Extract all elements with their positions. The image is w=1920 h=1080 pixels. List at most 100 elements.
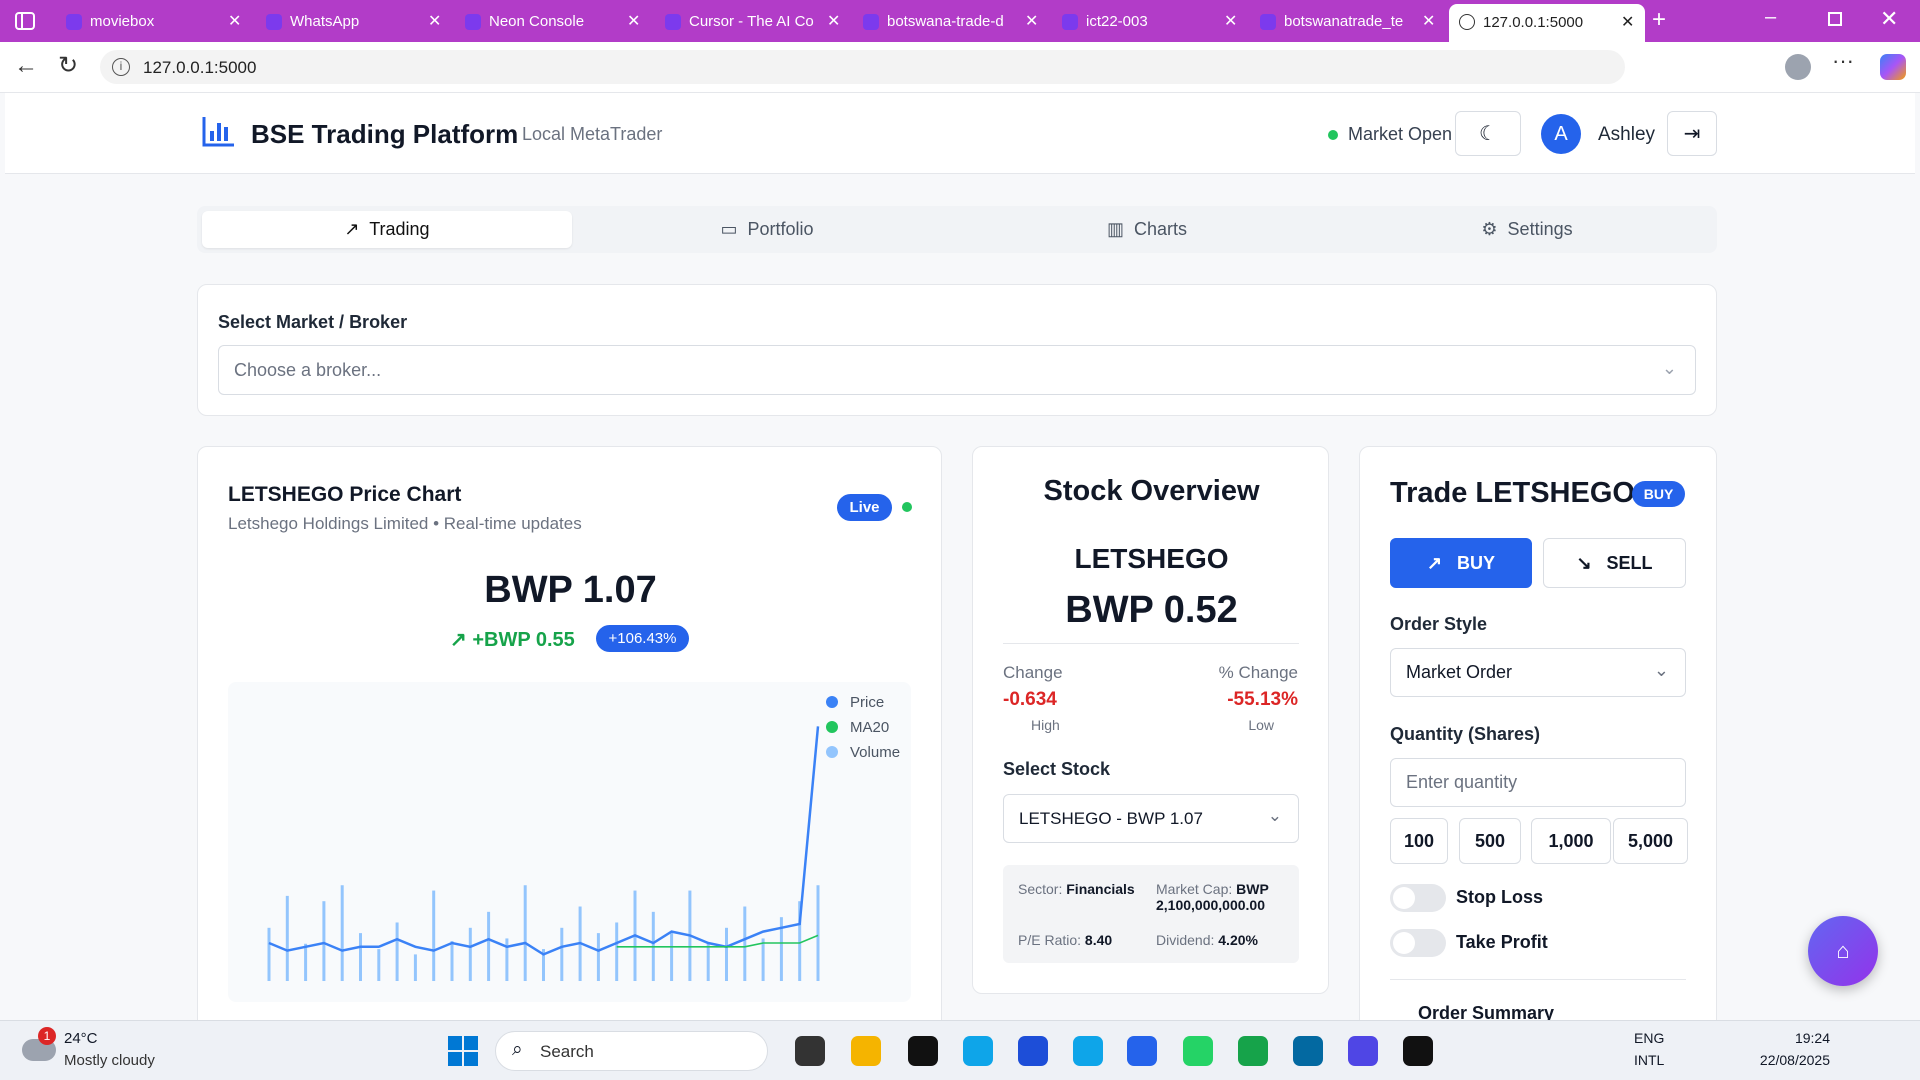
take-profit-label: Take Profit bbox=[1456, 932, 1548, 952]
logout[interactable]: ⇥ bbox=[1667, 111, 1717, 156]
browser-tab[interactable]: Cursor - The AI Co ✕ bbox=[655, 0, 851, 42]
app-title: BSE Trading Platform bbox=[251, 119, 519, 149]
back[interactable]: ← bbox=[14, 52, 38, 79]
overview-card: Stock Overview LETSHEGO BWP 0.52 Change … bbox=[972, 446, 1329, 994]
browser-tab[interactable]: ict22-003 ✕ bbox=[1052, 0, 1248, 42]
taskbar-app[interactable] bbox=[1127, 1036, 1157, 1066]
new-tab[interactable]: + bbox=[1652, 6, 1667, 33]
browser-tab[interactable]: 127.0.0.1:5000 ✕ bbox=[1449, 4, 1645, 42]
tab-close[interactable]: ✕ bbox=[1224, 13, 1238, 30]
nav-label: Settings bbox=[1507, 219, 1573, 239]
price-change-value: +BWP 0.55 bbox=[472, 629, 575, 651]
tab-close[interactable]: ✕ bbox=[1621, 14, 1635, 31]
volume-bar bbox=[725, 927, 728, 981]
lang: ENG bbox=[1634, 1030, 1665, 1046]
taskbar-app[interactable] bbox=[1073, 1036, 1103, 1066]
sell-text: SELL bbox=[1606, 552, 1653, 573]
search-box[interactable]: ⌕ Search bbox=[495, 1031, 768, 1071]
overview-title: Stock Overview bbox=[1043, 475, 1260, 507]
sidebar-icon[interactable] bbox=[14, 10, 36, 32]
weather-badge: 1 bbox=[38, 1027, 56, 1045]
volume-bar bbox=[450, 941, 454, 981]
current-price: BWP 1.07 bbox=[484, 569, 657, 611]
nav-tab[interactable]: ⚙ Settings bbox=[1342, 211, 1712, 248]
volume-bar bbox=[395, 922, 399, 981]
taskbar-app[interactable] bbox=[1348, 1036, 1378, 1066]
summary-label: Order Summary bbox=[1418, 1003, 1555, 1023]
volume-bar bbox=[596, 933, 600, 981]
start[interactable] bbox=[448, 1036, 478, 1066]
nav-tab[interactable]: ▭ Portfolio bbox=[582, 211, 952, 248]
taskbar-app[interactable] bbox=[1183, 1036, 1213, 1066]
dividend: Dividend: 4.20% bbox=[1156, 932, 1258, 948]
buy-button[interactable]: ↗ BUY bbox=[1390, 538, 1532, 588]
order-style-value: Market Order bbox=[1406, 662, 1513, 682]
minimize[interactable]: – bbox=[1765, 6, 1777, 28]
taskbar-app[interactable] bbox=[851, 1036, 881, 1066]
taskbar-app[interactable] bbox=[1018, 1036, 1048, 1066]
tab-icon bbox=[1260, 14, 1276, 30]
price-change: ↗ +BWP 0.55 bbox=[450, 629, 575, 651]
toolbar: ← ↻ i 127.0.0.1:5000 ··· bbox=[0, 42, 1920, 93]
sector: Sector: Financials bbox=[1018, 881, 1135, 897]
live-dot bbox=[902, 502, 912, 512]
volume-bar bbox=[505, 938, 509, 981]
quick-quantity[interactable]: 5,000 bbox=[1613, 818, 1688, 864]
volume-bar bbox=[706, 943, 710, 981]
browser-tab[interactable]: botswana-trade-d ✕ bbox=[853, 0, 1049, 42]
sell-button[interactable]: ↘ SELL bbox=[1543, 538, 1686, 588]
assistant-button[interactable]: ⌂ bbox=[1808, 916, 1878, 986]
pct-label: % Change bbox=[1218, 663, 1298, 682]
profile[interactable] bbox=[1785, 54, 1811, 80]
taskbar-app[interactable] bbox=[1238, 1036, 1268, 1066]
knob bbox=[1393, 887, 1415, 909]
avatar[interactable]: A bbox=[1541, 114, 1581, 154]
stock-select[interactable]: LETSHEGO - BWP 1.07 ⌄ bbox=[1003, 794, 1299, 843]
tab-close[interactable]: ✕ bbox=[1025, 13, 1039, 30]
tab-close[interactable]: ✕ bbox=[627, 13, 641, 30]
stop-loss-toggle[interactable] bbox=[1390, 884, 1446, 912]
nav-tab[interactable]: ▥ Charts bbox=[962, 211, 1332, 248]
broker-placeholder: Choose a broker... bbox=[234, 359, 382, 380]
browser-tab[interactable]: botswanatrade_te ✕ bbox=[1250, 0, 1446, 42]
menu[interactable]: ··· bbox=[1832, 48, 1854, 73]
copilot[interactable] bbox=[1880, 54, 1906, 80]
tab-close[interactable]: ✕ bbox=[428, 13, 442, 30]
restore[interactable] bbox=[1828, 12, 1842, 26]
browser-tab[interactable]: WhatsApp ✕ bbox=[256, 0, 452, 42]
quick-quantity[interactable]: 500 bbox=[1459, 818, 1521, 864]
taskbar-app[interactable] bbox=[795, 1036, 825, 1066]
quick-quantity[interactable]: 1,000 bbox=[1531, 818, 1611, 864]
overview-symbol: LETSHEGO bbox=[1074, 543, 1229, 574]
quantity-placeholder: Enter quantity bbox=[1406, 772, 1518, 792]
tab-close[interactable]: ✕ bbox=[1422, 13, 1436, 30]
knob bbox=[1393, 932, 1415, 954]
taskbar-app[interactable] bbox=[963, 1036, 993, 1066]
theme-toggle[interactable]: ☾ bbox=[1455, 111, 1521, 156]
order-style-select[interactable]: Market Order ⌄ bbox=[1390, 648, 1686, 697]
browser-tab[interactable]: moviebox ✕ bbox=[56, 0, 252, 42]
close-window[interactable]: ✕ bbox=[1880, 6, 1899, 31]
reload[interactable]: ↻ bbox=[58, 52, 79, 79]
browser-tab[interactable]: Neon Console ✕ bbox=[455, 0, 651, 42]
taskbar-app[interactable] bbox=[908, 1036, 938, 1066]
high-label: High bbox=[1031, 717, 1060, 733]
logo bbox=[202, 117, 234, 147]
quick-quantity[interactable]: 100 bbox=[1390, 818, 1448, 864]
take-profit-toggle[interactable] bbox=[1390, 929, 1446, 957]
chevron: ⌄ bbox=[1653, 660, 1669, 680]
tab-icon bbox=[665, 14, 681, 30]
tab-icon bbox=[863, 14, 879, 30]
market-status: Market Open bbox=[1348, 124, 1453, 144]
app-header: BSE Trading Platform Local MetaTrader Ma… bbox=[5, 93, 1915, 174]
tab-close[interactable]: ✕ bbox=[827, 13, 841, 30]
nav-tab[interactable]: ↗ Trading bbox=[202, 211, 572, 248]
quantity-input[interactable]: Enter quantity bbox=[1390, 758, 1686, 807]
taskbar-app[interactable] bbox=[1403, 1036, 1433, 1066]
broker-select[interactable]: Choose a broker... ⌄ bbox=[218, 345, 1696, 395]
nav-icon: ↗ bbox=[344, 219, 370, 239]
address-bar[interactable]: i 127.0.0.1:5000 bbox=[100, 50, 1625, 84]
taskbar-app[interactable] bbox=[1293, 1036, 1323, 1066]
taskbar: 1 24°C Mostly cloudy ⌕ Search ENG INTL 19… bbox=[0, 1020, 1920, 1080]
tab-close[interactable]: ✕ bbox=[228, 13, 242, 30]
